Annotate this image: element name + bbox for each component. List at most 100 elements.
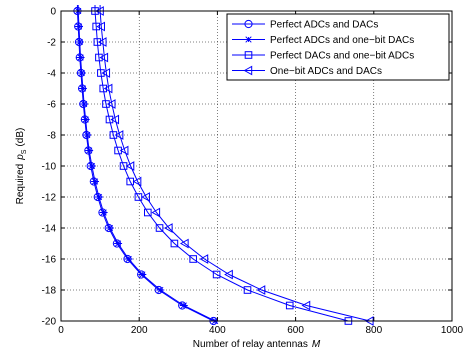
series-3-point — [212, 270, 221, 279]
series-2-point — [105, 224, 114, 232]
series-2-point — [91, 178, 100, 185]
series-2-point — [114, 240, 123, 247]
y-tick-label: -20 — [42, 317, 57, 328]
series-3-line — [94, 5, 349, 322]
series-2-line — [77, 5, 216, 322]
y-tick-label: -8 — [47, 131, 56, 142]
series-2-point — [156, 286, 165, 294]
series-1-line — [76, 5, 214, 322]
x-tick-label: 400 — [209, 325, 226, 336]
legend-label: Perfect ADCs and DACs — [270, 20, 378, 31]
series-4-point — [256, 285, 266, 295]
y-tick-label: -16 — [42, 255, 57, 266]
legend-marker — [244, 19, 253, 29]
series-4 — [95, 5, 374, 326]
series-4-point — [125, 161, 135, 171]
x-tick-label: 1000 — [441, 325, 464, 336]
series-2-point — [99, 209, 108, 216]
series-3-point — [105, 115, 114, 124]
x-tick-label: 200 — [131, 325, 148, 336]
series-1 — [73, 5, 218, 326]
y-axis-label-var: p — [15, 154, 26, 161]
series-4-point — [179, 238, 189, 249]
series-4-point — [141, 192, 150, 202]
series-2-point — [78, 85, 87, 92]
legend-label: Perfect DACs and one−bit ADCs — [270, 51, 414, 62]
y-tick-label: -12 — [42, 193, 57, 204]
series-4-point — [301, 300, 311, 311]
legend: Perfect ADCs and DACs Perfect ADCs and on… — [226, 13, 450, 81]
series-2 — [74, 5, 220, 325]
legend-marker — [244, 36, 253, 43]
y-axis-label-text: Required — [15, 164, 26, 205]
series-2-point — [76, 54, 85, 61]
legend-item: One−bit ADCs and DACs — [232, 65, 382, 77]
legend-marker — [244, 51, 253, 59]
x-tick-label: 0 — [58, 325, 64, 336]
series-3-point — [285, 301, 294, 310]
series-2-point — [80, 100, 89, 108]
series-3-point — [155, 224, 164, 232]
x-axis-label-var: M — [312, 339, 321, 350]
y-axis-label-unit: (dB) — [15, 128, 26, 147]
series-4-line — [99, 5, 371, 322]
legend-item: Perfect ADCs and one−bit DACs — [232, 35, 414, 46]
series-3-point — [92, 22, 100, 31]
series-4-point — [101, 68, 111, 78]
legend-item: Perfect DACs and one−bit ADCs — [232, 51, 414, 62]
series-4-point — [151, 207, 161, 218]
series-4-point — [106, 99, 116, 109]
series-4-point — [199, 254, 209, 264]
y-tick-label: -2 — [47, 38, 56, 49]
series-3-point — [189, 255, 197, 263]
series-2-point — [83, 131, 92, 139]
series-3 — [91, 5, 353, 325]
y-axis-label-sub: S — [21, 149, 28, 154]
legend-label: Perfect ADCs and one−bit DACs — [270, 35, 414, 46]
legend-item: Perfect ADCs and DACs — [232, 20, 378, 31]
series-3-point — [97, 69, 105, 77]
series-3-point — [93, 38, 102, 46]
series-4-point — [110, 114, 120, 125]
series-2-point — [94, 193, 103, 201]
series-4-point — [163, 223, 173, 233]
series-2-point — [75, 38, 84, 46]
y-tick-label: 0 — [50, 7, 56, 18]
series-layer — [73, 5, 374, 326]
series-3-point — [102, 100, 110, 108]
series-2-point — [77, 69, 86, 77]
y-axis-label: Required pS (dB) — [15, 128, 28, 205]
series-3-point — [144, 208, 152, 217]
series-3-point — [170, 239, 179, 248]
y-tick-label: -4 — [47, 69, 56, 80]
legend-box — [226, 13, 450, 81]
series-2-point — [124, 255, 133, 263]
legend-label: One−bit ADCs and DACs — [270, 66, 382, 77]
x-tick-label: 600 — [287, 325, 304, 336]
series-2-point — [87, 162, 96, 170]
series-4-point — [224, 269, 233, 280]
legend-marker — [243, 65, 253, 76]
series-3-point — [109, 131, 118, 139]
series-4-point — [103, 83, 113, 94]
series-2-point — [179, 302, 188, 309]
series-2-point — [81, 116, 90, 123]
y-tick-label: -10 — [42, 162, 57, 173]
series-2-point — [138, 271, 147, 278]
series-2-point — [85, 147, 94, 154]
series-3-point — [95, 53, 103, 62]
y-tick-label: -6 — [47, 100, 56, 111]
x-axis-label-text: Number of relay antennas — [193, 339, 308, 350]
series-3-point — [243, 286, 252, 294]
x-axis-label: Number of relay antennas M — [193, 339, 321, 350]
ticks: 0 200 400 600 800 1000 0 -2 -4 -6 -8 -10 -12 -14 -16 -1… — [42, 7, 464, 337]
x-tick-label: 800 — [365, 325, 382, 336]
series-4-point — [97, 37, 107, 47]
series-3-point — [99, 84, 108, 93]
series-4-point — [119, 145, 129, 156]
series-2-point — [74, 23, 83, 30]
series-4-point — [96, 21, 105, 32]
y-tick-label: -14 — [42, 224, 57, 235]
series-4-point — [132, 176, 142, 187]
